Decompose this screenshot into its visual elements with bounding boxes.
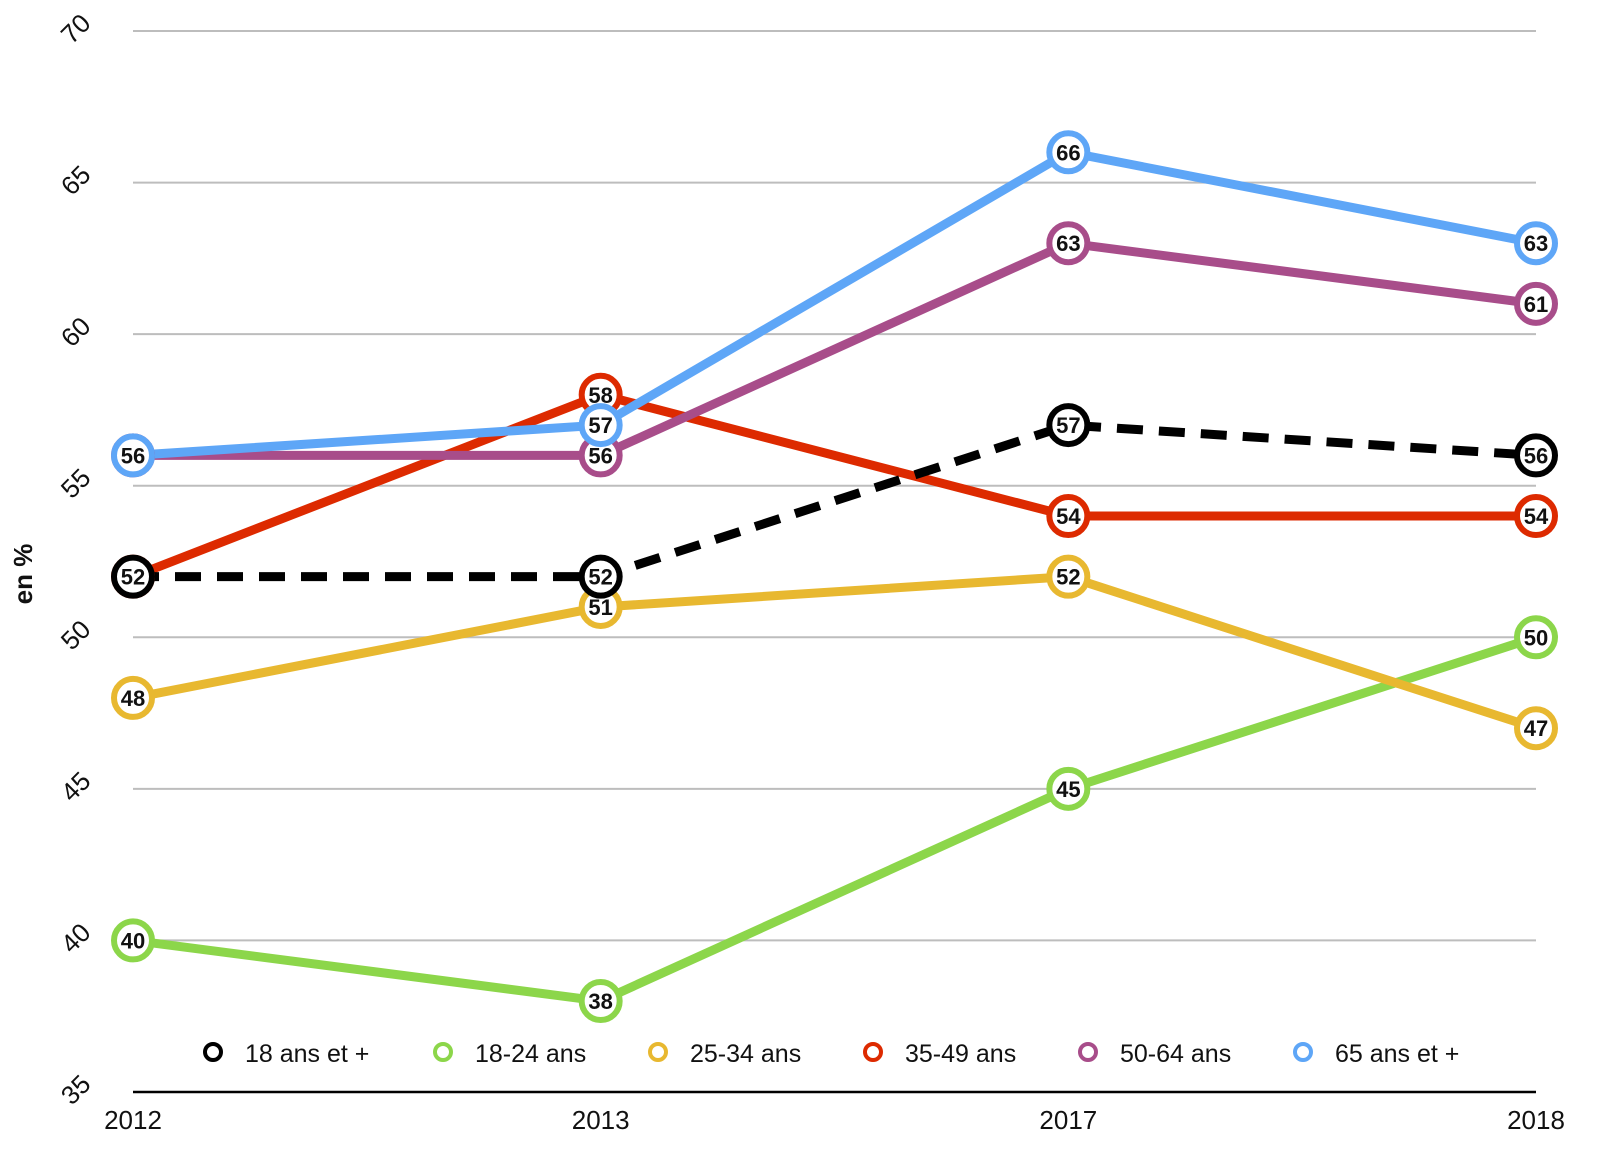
data-label: 52 — [1056, 565, 1080, 590]
data-point — [1514, 706, 1558, 751]
y-tick-label: 65 — [55, 159, 97, 201]
grid — [133, 30, 1536, 1094]
series-line — [132, 147, 1537, 460]
legend-marker — [1293, 1042, 1313, 1062]
data-label: 51 — [588, 595, 612, 620]
data-point — [111, 675, 155, 720]
data-label: 56 — [121, 443, 145, 468]
x-tick-label: 2018 — [1507, 1105, 1565, 1135]
series-line — [132, 572, 1538, 733]
y-tick-label: 45 — [55, 766, 97, 808]
y-tick-label: 55 — [55, 463, 97, 505]
data-label: 63 — [1524, 231, 1548, 256]
data-point — [578, 979, 623, 1024]
x-tick-label: 2017 — [1039, 1105, 1097, 1135]
data-point — [1046, 494, 1091, 539]
data-point — [1046, 766, 1091, 811]
data-label: 63 — [1056, 231, 1080, 256]
series-line — [133, 238, 1537, 460]
y-axis-label: en % — [8, 544, 38, 605]
legend-label: 25-34 ans — [690, 1040, 801, 1068]
y-tick-label: 70 — [55, 8, 97, 50]
legend-item: 25-34 ans — [648, 1040, 801, 1068]
data-point — [1046, 221, 1091, 266]
data-label: 52 — [588, 565, 612, 590]
data-point — [111, 554, 155, 599]
data-point — [111, 433, 155, 478]
data-label: 50 — [1524, 625, 1548, 650]
legend-item: 35-49 ans — [863, 1040, 1016, 1068]
data-label: 56 — [588, 443, 612, 468]
data-point — [1514, 433, 1558, 478]
legend-marker — [203, 1042, 223, 1062]
data-label: 54 — [1524, 504, 1549, 529]
x-tick-label: 2013 — [572, 1105, 630, 1135]
x-axis-ticks: 2012 2013 2017 2018 — [104, 1105, 1565, 1135]
data-point — [578, 554, 623, 599]
legend-label: 18-24 ans — [475, 1040, 586, 1068]
legend-item: 18-24 ans — [433, 1040, 586, 1068]
legend-marker — [433, 1042, 453, 1062]
data-point — [1514, 494, 1558, 539]
series-line — [131, 390, 1536, 581]
y-tick-label: 35 — [55, 1069, 97, 1111]
data-label: 40 — [121, 928, 145, 953]
series-lines — [131, 147, 1538, 1006]
series-line — [132, 633, 1538, 1006]
legend-label: 50-64 ans — [1120, 1040, 1231, 1068]
legend: 18 ans et + 18-24 ans 25-34 ans 35-49 ans 50… — [203, 1040, 1459, 1068]
y-tick-label: 50 — [55, 614, 97, 656]
data-label: 57 — [1056, 413, 1080, 438]
series-line — [133, 420, 1537, 582]
legend-label: 35-49 ans — [905, 1040, 1016, 1068]
legend-marker — [648, 1042, 668, 1062]
data-label: 38 — [588, 989, 612, 1014]
data-label: 52 — [121, 565, 145, 590]
data-point — [1046, 554, 1091, 599]
series-markers: 4038455048515247525854545656636156576663… — [111, 130, 1558, 1024]
data-point — [578, 403, 623, 448]
data-point — [1514, 221, 1558, 266]
data-label: 48 — [121, 686, 145, 711]
data-point — [1514, 615, 1558, 660]
legend-marker — [863, 1042, 883, 1062]
data-label: 45 — [1056, 777, 1080, 802]
data-label: 61 — [1524, 292, 1548, 317]
y-tick-label: 60 — [55, 311, 97, 353]
data-label: 47 — [1524, 716, 1548, 741]
data-point — [1046, 403, 1091, 448]
data-label: 56 — [1524, 443, 1548, 468]
data-label: 57 — [588, 413, 612, 438]
legend-item: 50-64 ans — [1078, 1040, 1231, 1068]
legend-label: 65 ans et + — [1335, 1040, 1459, 1068]
data-label: 54 — [1056, 504, 1081, 529]
legend-item: 65 ans et + — [1293, 1040, 1459, 1068]
x-tick-label: 2012 — [104, 1105, 162, 1135]
data-point — [1514, 281, 1558, 326]
legend-label: 18 ans et + — [245, 1040, 369, 1068]
data-label: 66 — [1056, 140, 1080, 165]
legend-item: 18 ans et + — [203, 1040, 369, 1068]
legend-marker — [1078, 1042, 1098, 1062]
data-point — [111, 918, 155, 963]
y-axis-ticks: 35 40 45 50 55 60 65 70 — [55, 8, 97, 1111]
y-tick-label: 40 — [55, 917, 97, 959]
data-point — [1046, 130, 1091, 175]
